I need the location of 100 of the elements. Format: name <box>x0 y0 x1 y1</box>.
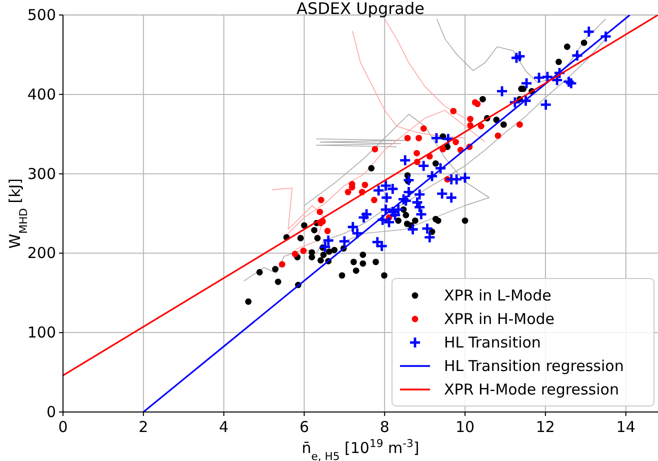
point <box>556 58 562 66</box>
point <box>553 66 566 80</box>
point <box>582 25 596 38</box>
y-tick-label: 300 <box>27 164 56 183</box>
point <box>344 188 352 196</box>
point <box>434 162 447 174</box>
point <box>516 121 523 128</box>
point <box>413 188 426 201</box>
point <box>450 108 457 114</box>
point <box>514 50 526 62</box>
y-tick-label: 100 <box>27 324 56 342</box>
chart-title: ASDEX Upgrade <box>296 0 424 18</box>
y-tick-label: 400 <box>27 85 56 104</box>
point <box>320 252 327 258</box>
point <box>324 228 331 234</box>
point <box>360 252 366 258</box>
point <box>404 134 411 142</box>
y-tick-label: 200 <box>27 244 56 262</box>
point <box>414 150 420 156</box>
point <box>494 132 502 139</box>
legend-label: XPR H-Mode regression <box>444 380 619 398</box>
point <box>308 254 316 260</box>
point <box>256 269 263 276</box>
point <box>402 212 410 218</box>
point <box>402 174 415 186</box>
point <box>397 193 410 206</box>
point <box>350 258 357 266</box>
point <box>326 248 332 255</box>
point <box>550 74 564 86</box>
point <box>370 196 378 204</box>
point <box>541 70 554 84</box>
point <box>331 246 338 254</box>
point <box>496 85 508 98</box>
point <box>510 52 523 64</box>
point <box>600 30 612 43</box>
point <box>564 77 578 90</box>
point <box>338 235 351 248</box>
x-tick-label: 0 <box>58 418 68 436</box>
point <box>272 266 278 272</box>
point <box>580 40 588 46</box>
point <box>398 154 412 166</box>
point <box>478 122 484 130</box>
point <box>406 223 419 236</box>
point <box>245 298 252 305</box>
legend-label: XPR in H-Mode <box>444 310 555 328</box>
point <box>358 211 370 224</box>
point <box>532 72 546 84</box>
point <box>381 272 388 279</box>
point <box>480 96 486 102</box>
point <box>372 258 379 266</box>
point <box>421 222 434 235</box>
x-tick-label: 6 <box>299 418 309 436</box>
point <box>462 217 468 224</box>
x-tick-label: 8 <box>380 418 390 436</box>
point <box>395 217 402 224</box>
point <box>420 125 427 132</box>
point <box>540 98 552 111</box>
x-tick-label: 10 <box>455 418 475 436</box>
point <box>426 170 438 182</box>
x-tick-label: 2 <box>138 418 148 436</box>
point <box>508 96 522 109</box>
point <box>274 278 282 285</box>
point <box>400 194 412 207</box>
legend-label: XPR in L-Mode <box>444 286 552 304</box>
point <box>362 182 368 188</box>
point <box>520 77 533 90</box>
point <box>500 121 507 128</box>
y-tick-label: 0 <box>46 403 56 421</box>
point <box>314 234 321 242</box>
x-tick-label: 14 <box>616 418 636 436</box>
point <box>338 272 346 279</box>
point <box>423 231 436 244</box>
point <box>432 160 439 167</box>
point <box>562 75 575 88</box>
point <box>372 146 378 152</box>
point <box>301 222 308 229</box>
point <box>311 226 318 234</box>
point <box>474 100 481 108</box>
point <box>318 240 332 254</box>
y-tick-label: 500 <box>27 6 56 24</box>
point <box>360 208 373 220</box>
legend-label: HL Transition regression <box>444 357 624 375</box>
point <box>352 267 360 274</box>
point <box>452 138 459 146</box>
point <box>402 186 415 198</box>
x-tick-label: 12 <box>536 418 555 436</box>
point <box>458 172 472 184</box>
point <box>520 94 532 107</box>
point <box>416 134 422 142</box>
point <box>292 250 298 258</box>
point <box>368 165 375 172</box>
point <box>318 196 324 204</box>
point <box>322 234 335 247</box>
point <box>417 160 430 172</box>
x-tick-label: 4 <box>219 418 229 436</box>
point <box>316 208 324 216</box>
point <box>434 217 442 224</box>
point <box>360 260 366 267</box>
point <box>570 49 584 62</box>
point <box>300 248 307 254</box>
